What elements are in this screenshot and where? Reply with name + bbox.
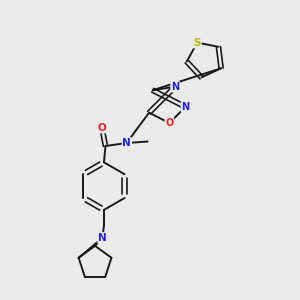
Text: O: O xyxy=(165,118,173,128)
Text: N: N xyxy=(171,82,179,92)
Text: N: N xyxy=(122,138,131,148)
Text: N: N xyxy=(98,233,107,243)
Text: N: N xyxy=(182,102,190,112)
Text: O: O xyxy=(98,123,106,133)
Text: S: S xyxy=(194,38,201,48)
